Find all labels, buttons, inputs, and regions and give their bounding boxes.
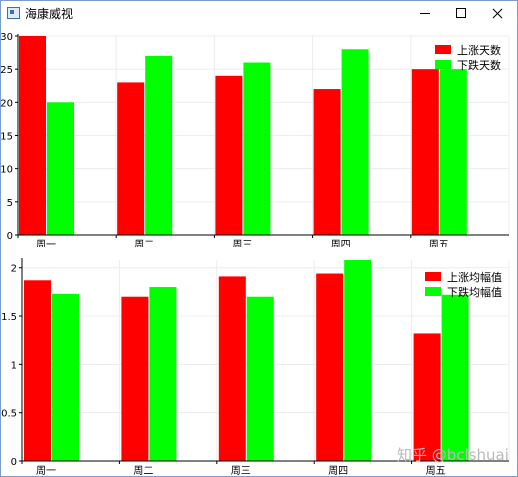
y-tick-label: 2: [11, 264, 17, 275]
x-tick-label: 周五: [429, 239, 449, 247]
bar-rise: [413, 333, 441, 461]
bar-rise: [411, 69, 439, 235]
chart-area: 0 5 10 15 20 25 30 周一 周二 周三 周四 周五 上涨天数 下跌天数 0 0.5 1 1.5 2…: [1, 25, 517, 476]
title-bar[interactable]: 海康威视: [1, 1, 517, 25]
legend-swatch: [425, 287, 441, 296]
y-tick-label: 0: [7, 231, 13, 242]
bar-fall: [344, 260, 372, 461]
x-tick-label: 周三: [231, 465, 251, 476]
y-tick-label: 10: [1, 165, 13, 176]
x-tick-label: 周五: [426, 465, 446, 476]
watermark: 知乎 @bclshuai: [397, 446, 509, 464]
legend-label: 下跌天数: [457, 58, 501, 72]
y-tick-label: 0.5: [1, 409, 17, 420]
close-button[interactable]: [479, 1, 515, 25]
close-icon: [492, 8, 503, 19]
window-title: 海康威视: [25, 7, 74, 21]
x-tick-label: 周一: [36, 465, 56, 476]
bar-fall: [439, 69, 467, 235]
bar-rise: [218, 276, 246, 461]
bar-rise: [313, 89, 341, 235]
bar-rise: [19, 36, 46, 235]
bar-rise: [215, 75, 243, 235]
x-tick-label: 周一: [36, 239, 56, 247]
bar-fall: [441, 294, 469, 461]
x-tick-label: 周二: [133, 465, 153, 476]
maximize-icon: [456, 8, 466, 18]
bar-fall: [47, 102, 74, 235]
legend-label: 上涨天数: [457, 44, 501, 57]
maximize-button[interactable]: [443, 1, 479, 25]
legend-swatch: [435, 45, 451, 54]
bar-rise: [24, 280, 51, 461]
y-tick-label: 1.5: [1, 312, 17, 323]
bar-rise: [316, 273, 344, 461]
y-tick-label: 30: [1, 32, 13, 43]
bar-rise: [121, 296, 149, 461]
bar-fall: [243, 62, 271, 236]
legend-label: 上涨均幅值: [447, 271, 502, 284]
y-tick-label: 1: [11, 360, 17, 371]
y-tick-label: 15: [1, 132, 13, 143]
minimize-icon: [420, 13, 430, 14]
bar-fall: [246, 296, 274, 461]
legend-label: 下跌均幅值: [447, 285, 502, 299]
bar-fall: [145, 55, 173, 236]
y-tick-label: 20: [1, 98, 13, 109]
minimize-button[interactable]: [407, 1, 443, 25]
y-tick-label: 5: [7, 198, 13, 209]
x-tick-label: 周四: [331, 239, 351, 247]
legend-swatch: [425, 272, 441, 281]
x-tick-label: 周三: [232, 239, 252, 247]
y-tick-label: 0: [11, 457, 17, 468]
x-tick-label: 周四: [328, 465, 348, 476]
x-tick-label: 周二: [134, 239, 154, 247]
legend-swatch: [435, 60, 451, 69]
bar-fall: [341, 49, 369, 236]
y-tick-label: 25: [1, 65, 13, 76]
app-window-icon: [7, 7, 20, 19]
bar-fall: [149, 287, 177, 461]
bar-rise: [117, 82, 145, 235]
bar-fall: [52, 293, 79, 461]
